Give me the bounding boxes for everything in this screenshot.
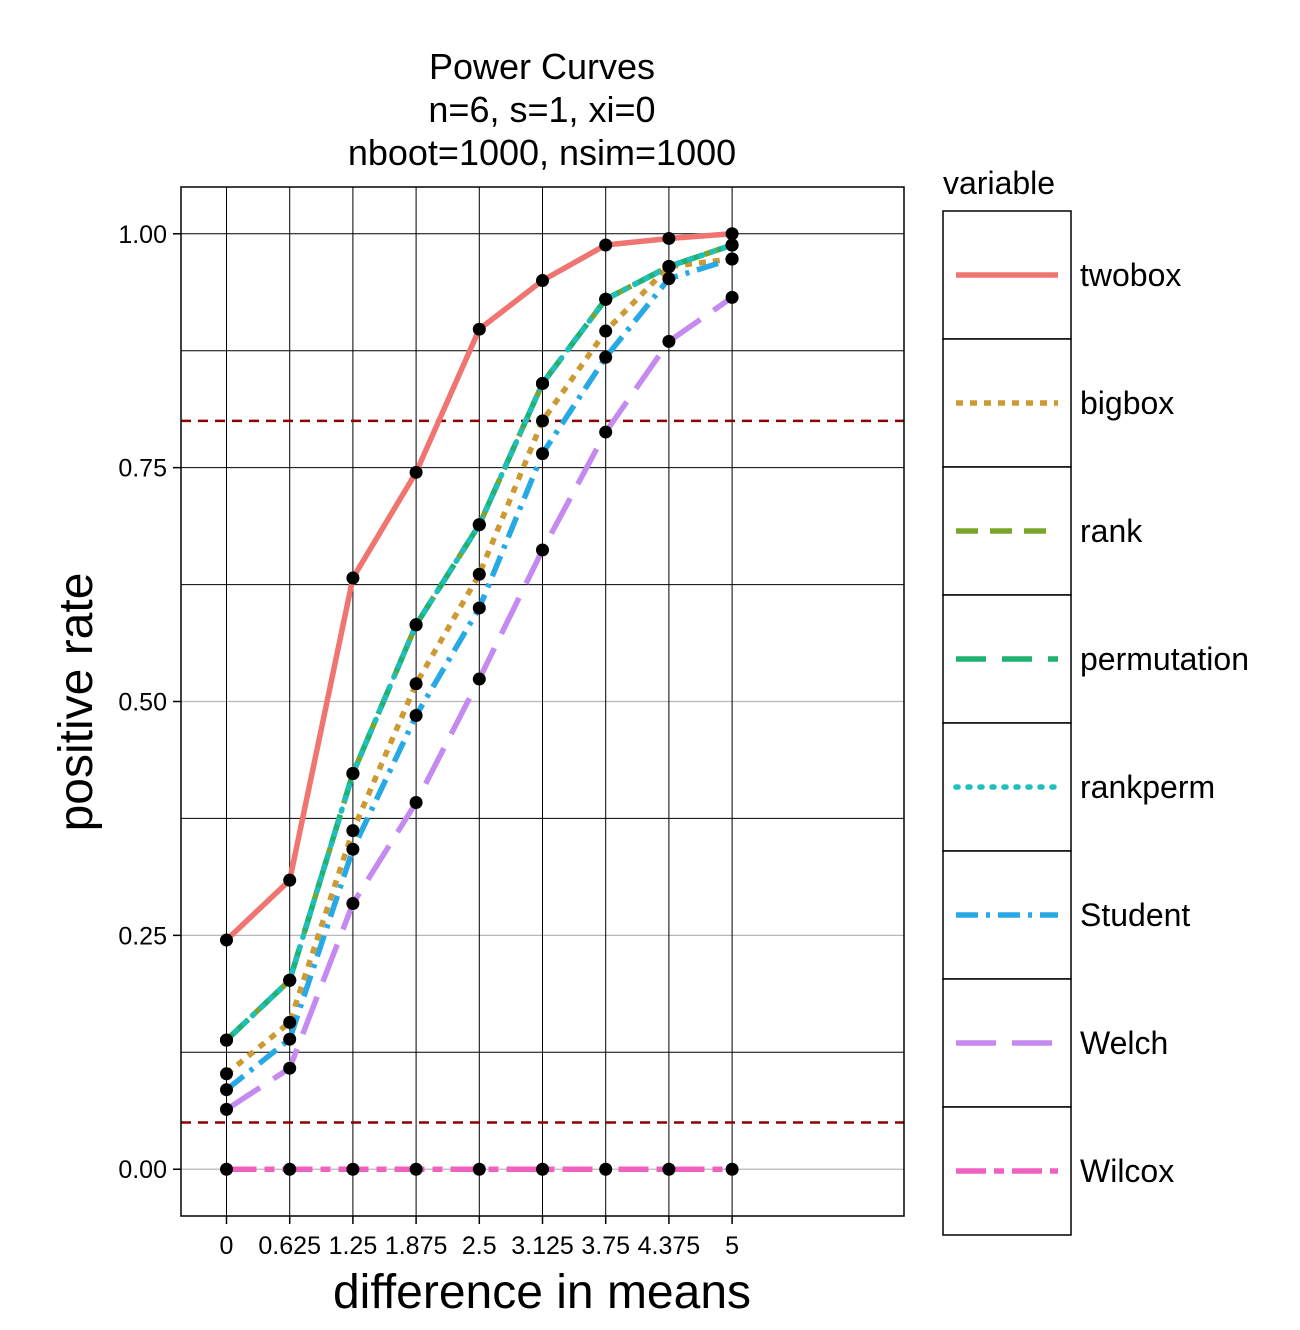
x-axis-ticks: 0 0.625 1.25 1.875 2.5 3.125 3.75 4.375 5 [220, 1216, 739, 1260]
x-tick-label: 3.75 [581, 1232, 630, 1260]
legend-label: rankperm [1080, 769, 1215, 805]
legend-label: bigbox [1080, 385, 1174, 421]
x-tick-label: 2.5 [462, 1232, 497, 1260]
data-point-rankperm [283, 973, 297, 987]
x-tick-label: 4.375 [638, 1232, 701, 1260]
data-point-wilcox [283, 1162, 297, 1176]
data-point-wilcox [346, 1162, 360, 1176]
data-point-wilcox [599, 1162, 613, 1176]
y-tick-label: 0.50 [118, 689, 167, 717]
data-point-rankperm [536, 376, 549, 390]
data-point-student [283, 1032, 297, 1046]
data-point-student [725, 252, 739, 266]
data-point-wilcox [409, 1162, 423, 1176]
legend: variable twobox bigbox rank permutation rankp… [942, 165, 1249, 1236]
legend-label: Wilcox [1080, 1153, 1174, 1189]
legend-item-permutation: permutation [942, 594, 1249, 724]
legend-key-box [942, 338, 1072, 468]
data-point-twobox [599, 238, 613, 252]
data-point-wilcox [472, 1162, 486, 1176]
data-point-rankperm [599, 292, 613, 306]
chart-title-line-1: Power Curves [429, 46, 655, 87]
legend-item-bigbox: bigbox [942, 338, 1174, 468]
legend-item-rankperm: rankperm [942, 722, 1215, 852]
data-point-bigbox [220, 1067, 234, 1081]
data-point-wilcox [220, 1162, 234, 1176]
data-point-bigbox [536, 414, 549, 428]
legend-item-student: Student [942, 850, 1190, 980]
data-point-rankperm [472, 518, 486, 532]
x-tick-label: 0.625 [258, 1232, 321, 1260]
x-tick-label: 3.125 [511, 1232, 574, 1260]
data-point-welch [536, 543, 549, 557]
data-point-bigbox [283, 1015, 297, 1029]
data-point-wilcox [725, 1162, 739, 1176]
legend-item-welch: Welch [942, 978, 1168, 1108]
data-point-student [536, 447, 549, 461]
x-tick-label: 0 [220, 1232, 234, 1260]
data-point-rankperm [662, 260, 676, 274]
legend-item-rank: rank [942, 466, 1143, 596]
data-point-bigbox [472, 567, 486, 581]
data-point-student [346, 842, 360, 856]
y-axis-title: positive rate [50, 573, 103, 832]
data-point-student [599, 350, 613, 364]
y-tick-label: 0.25 [118, 922, 167, 950]
data-point-twobox [472, 322, 486, 336]
data-point-bigbox [409, 677, 423, 691]
legend-label: Student [1080, 897, 1190, 933]
data-point-rankperm [220, 1033, 234, 1047]
data-point-twobox [725, 227, 739, 241]
legend-label: Welch [1080, 1025, 1168, 1061]
data-point-student [220, 1083, 234, 1097]
x-tick-label: 1.25 [329, 1232, 378, 1260]
data-point-welch [346, 897, 360, 911]
data-point-rankperm [346, 767, 360, 781]
legend-title: variable [943, 165, 1055, 201]
data-point-rankperm [725, 238, 739, 252]
data-points [220, 227, 739, 1176]
legend-label: twobox [1080, 257, 1181, 293]
legend-item-wilcox: Wilcox [942, 1106, 1174, 1236]
y-tick-label: 0.75 [118, 455, 167, 483]
data-point-twobox [662, 231, 676, 245]
chart-title-line-2: n=6, s=1, xi=0 [428, 89, 655, 130]
data-point-welch [472, 672, 486, 686]
data-point-twobox [220, 933, 234, 947]
data-point-twobox [536, 274, 549, 288]
x-tick-label: 5 [725, 1232, 739, 1260]
data-point-bigbox [599, 324, 613, 338]
data-point-welch [283, 1061, 297, 1075]
y-tick-label: 1.00 [118, 221, 167, 249]
chart-title-line-3: nboot=1000, nsim=1000 [348, 132, 736, 173]
y-tick-label: 0.00 [118, 1156, 167, 1184]
data-point-twobox [346, 571, 360, 585]
data-point-twobox [283, 873, 297, 887]
data-point-student [662, 272, 676, 286]
data-point-student [409, 709, 423, 723]
y-axis-ticks: 0.00 0.25 0.50 0.75 1.00 [118, 221, 181, 1184]
legend-item-twobox: twobox [942, 210, 1181, 340]
x-tick-label: 1.875 [385, 1232, 448, 1260]
data-point-welch [725, 290, 739, 304]
data-point-twobox [409, 465, 423, 479]
legend-label: rank [1080, 513, 1143, 549]
data-point-welch [662, 334, 676, 348]
series-line-rankperm [223, 242, 735, 1043]
data-point-bigbox [346, 824, 360, 838]
data-point-welch [409, 796, 423, 810]
data-point-wilcox [536, 1162, 549, 1176]
x-axis-title: difference in means [333, 1266, 751, 1319]
data-point-rankperm [409, 618, 423, 632]
data-point-wilcox [662, 1162, 676, 1176]
data-point-welch [599, 425, 613, 439]
legend-label: permutation [1080, 641, 1249, 677]
data-point-student [472, 601, 486, 615]
data-point-welch [220, 1102, 234, 1116]
